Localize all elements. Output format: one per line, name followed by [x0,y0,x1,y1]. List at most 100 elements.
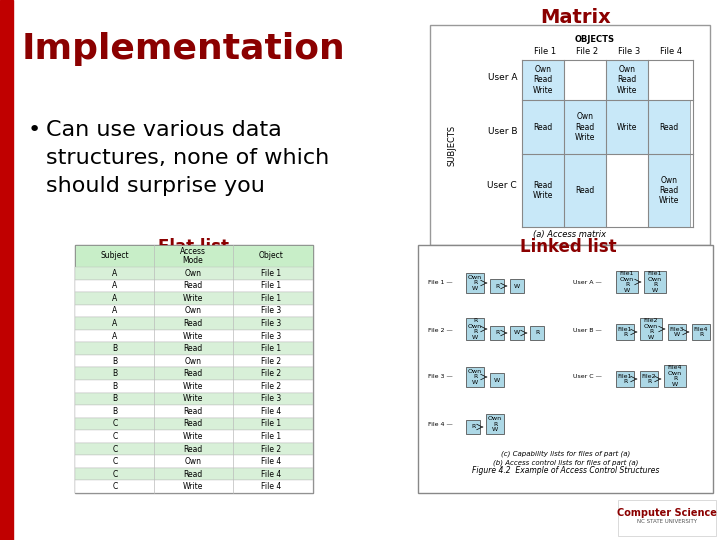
Text: Write: Write [617,123,637,132]
Text: Read: Read [184,444,202,454]
Text: File2
R: File2 R [642,374,656,384]
Text: File1
R: File1 R [618,374,632,384]
Text: Own: Own [184,457,202,466]
Bar [648,154,690,227]
Bar [418,245,713,493]
Text: Read: Read [184,319,202,328]
Bar [616,371,634,387]
Bar [75,405,313,417]
Text: Own
Read
Write: Own Read Write [617,65,637,95]
Text: File 3: File 3 [261,394,281,403]
Bar [618,500,716,536]
Text: Flat list: Flat list [158,238,228,256]
Text: B: B [112,369,117,378]
Text: Write: Write [183,382,203,391]
Bar [648,100,690,154]
Bar [486,414,504,434]
Text: Read: Read [184,281,202,291]
Text: File 2: File 2 [261,444,281,454]
Bar [522,60,564,100]
Text: File 4: File 4 [660,47,682,56]
Text: Own
R
W: Own R W [468,369,482,385]
Text: C: C [112,420,117,428]
Bar [75,317,313,330]
Bar [530,326,544,340]
Text: R: R [471,424,475,429]
Text: C: C [112,444,117,454]
Bar [75,355,313,367]
Text: (a) Access matrix: (a) Access matrix [534,230,606,239]
Text: Read: Read [184,344,202,353]
Text: R: R [535,330,539,335]
Text: File 3: File 3 [261,319,281,328]
Text: A: A [112,269,117,278]
Text: Linked list: Linked list [520,238,616,256]
Text: User A: User A [487,73,517,83]
Text: Subject: Subject [101,252,130,260]
Bar [490,373,504,387]
Text: structures, none of which: structures, none of which [46,148,329,168]
Text: File 2: File 2 [576,47,598,56]
Bar [75,417,313,430]
Bar [75,292,313,305]
Bar [616,324,634,340]
Text: C: C [112,457,117,466]
Text: Read: Read [184,407,202,416]
Bar [75,443,313,455]
Text: File 4: File 4 [261,470,281,478]
Bar [430,25,710,245]
Text: C: C [112,482,117,491]
Bar [490,326,504,340]
Bar [75,330,313,342]
Bar [466,318,484,340]
Bar [0,0,13,540]
Text: NC STATE UNIVERSITY: NC STATE UNIVERSITY [637,519,697,524]
Text: should surprise you: should surprise you [46,176,265,196]
Text: Own
Read
Write: Own Read Write [659,176,679,205]
Bar [75,481,313,493]
Text: Read: Read [184,420,202,428]
Text: User B —: User B — [573,327,602,333]
Text: B: B [112,394,117,403]
Text: W: W [514,330,520,335]
Text: Write: Write [183,332,203,341]
Text: Read: Read [660,123,679,132]
Text: Object: Object [258,252,284,260]
Text: File 4 —: File 4 — [428,422,453,427]
Text: File4
Own
R
W: File4 Own R W [667,366,683,387]
Text: A: A [112,281,117,291]
Text: File 3: File 3 [261,306,281,315]
Bar [510,279,524,293]
Text: Implementation: Implementation [22,32,346,66]
Bar [75,245,313,267]
Text: R: R [495,330,499,335]
Text: File3
W: File3 W [670,327,684,337]
Text: File 1: File 1 [534,47,556,56]
Bar [75,393,313,405]
Bar [606,100,648,154]
Text: File 1: File 1 [261,269,281,278]
Text: File 2 —: File 2 — [428,327,453,333]
Bar [664,365,686,387]
Text: File 4: File 4 [261,482,281,491]
Bar [75,367,313,380]
Text: •: • [28,120,41,140]
Text: File 1: File 1 [261,281,281,291]
Text: C: C [112,432,117,441]
Bar [490,279,504,293]
Text: W: W [494,377,500,382]
Text: File2
Own
R
W: File2 Own R W [644,319,658,340]
Text: Access
Mode: Access Mode [180,247,206,265]
Text: Own: Own [184,269,202,278]
Bar [522,154,564,227]
Bar [75,342,313,355]
Bar [640,318,662,340]
Bar [606,60,648,100]
Text: Read: Read [534,123,553,132]
Bar [466,420,480,434]
Text: A: A [112,306,117,315]
Text: File 1: File 1 [261,432,281,441]
Text: User B: User B [487,127,517,137]
Bar [75,305,313,317]
Text: Read: Read [575,186,595,195]
